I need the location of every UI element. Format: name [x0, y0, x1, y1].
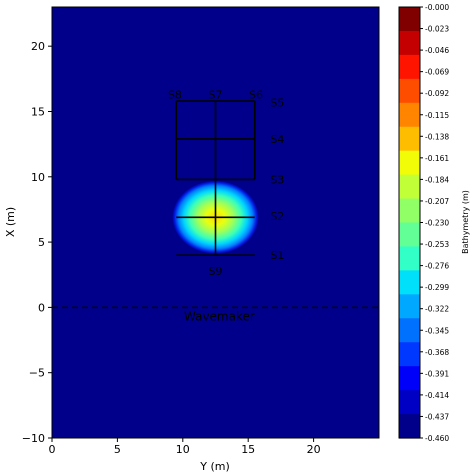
plot-frame: [51, 6, 380, 439]
colorbar-tick-label: -0.299: [425, 283, 449, 292]
y-tick-label: 15: [31, 105, 45, 118]
x-axis: 0 5 10 15 20: [49, 438, 321, 456]
x-tick-label: 10: [176, 443, 190, 456]
colorbar-band: [399, 174, 420, 200]
colorbar-band: [399, 30, 420, 56]
wavemaker-label: Wavemaker: [184, 309, 255, 323]
colorbar-band: [399, 126, 420, 152]
colorbar-ticks: -0.000 -0.023 -0.046 -0.069 -0.092 -0.115 -0.1…: [420, 3, 449, 443]
colorbar-tick-label: -0.460: [425, 434, 449, 443]
colorbar-tick-label: -0.138: [425, 132, 449, 141]
y-axis: −10 −5 0 5 10 15 20: [22, 40, 52, 445]
colorbar-tick-label: -0.276: [425, 262, 449, 271]
colorbar-band: [399, 198, 420, 224]
colorbar-band: [399, 150, 420, 176]
section-label-s2: S2: [270, 210, 284, 223]
section-label-s7: S7: [209, 89, 223, 102]
colorbar-tick-label: -0.368: [425, 348, 449, 357]
colorbar-tick-label: -0.161: [425, 154, 449, 163]
colorbar-tick-label: -0.322: [425, 305, 449, 314]
colorbar-tick-label: -0.023: [425, 25, 449, 34]
gauge-lines: [175, 100, 256, 256]
section-label-s3: S3: [270, 173, 284, 186]
colorbar-tick-label: -0.345: [425, 326, 449, 335]
colorbar: -0.000 -0.023 -0.046 -0.069 -0.092 -0.115 -0.1…: [398, 3, 470, 443]
y-tick-label: 10: [31, 171, 45, 184]
colorbar-tick-label: -0.092: [425, 89, 449, 98]
plot-area: Wavemaker S1 S2 S3 S4 S5 S6 S7 S8 S9: [51, 6, 380, 439]
colorbar-band: [399, 294, 420, 319]
y-axis-label: X (m): [4, 207, 17, 237]
colorbar-band: [399, 222, 420, 248]
x-tick-label: 5: [114, 443, 121, 456]
colorbar-tick-label: -0.230: [425, 219, 449, 228]
x-axis-label: Y (m): [199, 460, 230, 473]
colorbar-tick-label: -0.253: [425, 240, 449, 249]
section-label-s5: S5: [270, 96, 284, 109]
colorbar-band: [399, 78, 420, 104]
colorbar-band: [399, 102, 420, 128]
y-tick-label: −5: [29, 367, 45, 380]
colorbar-band: [399, 318, 420, 343]
colorbar-band: [399, 246, 420, 271]
colorbar-band: [399, 366, 420, 391]
section-label-s1: S1: [270, 249, 284, 262]
section-labels: S1 S2 S3 S4 S5 S6 S7 S8 S9: [168, 89, 284, 278]
x-tick-label: 0: [49, 443, 56, 456]
y-tick-label: −10: [22, 432, 45, 445]
colorbar-tick-label: -0.115: [425, 111, 449, 120]
colorbar-tick-label: -0.414: [425, 391, 449, 400]
colorbar-tick-label: -0.046: [425, 46, 449, 55]
colorbar-band: [399, 54, 420, 80]
colorbar-tick-label: -0.391: [425, 369, 449, 378]
colorbar-bands: [399, 7, 420, 439]
y-tick-label: 0: [38, 301, 45, 314]
y-tick-label: 5: [38, 236, 45, 249]
section-label-s4: S4: [270, 133, 284, 146]
colorbar-tick-label: -0.069: [425, 68, 449, 77]
colorbar-tick-label: -0.184: [425, 175, 449, 184]
colorbar-label: Bathymetry (m): [461, 190, 470, 254]
colorbar-tick-label: -0.000: [425, 3, 449, 12]
colorbar-band: [399, 7, 420, 32]
colorbar-band: [399, 342, 420, 367]
y-tick-label: 20: [31, 40, 45, 53]
colorbar-tick-label: -0.437: [425, 412, 449, 421]
colorbar-band: [399, 390, 420, 415]
section-label-s8: S8: [168, 89, 182, 102]
section-label-s9: S9: [209, 265, 223, 278]
section-label-s6: S6: [249, 89, 263, 102]
x-tick-label: 20: [307, 443, 321, 456]
colorbar-tick-label: -0.207: [425, 197, 449, 206]
colorbar-band: [399, 414, 420, 439]
colorbar-band: [399, 270, 420, 295]
x-tick-label: 15: [241, 443, 255, 456]
